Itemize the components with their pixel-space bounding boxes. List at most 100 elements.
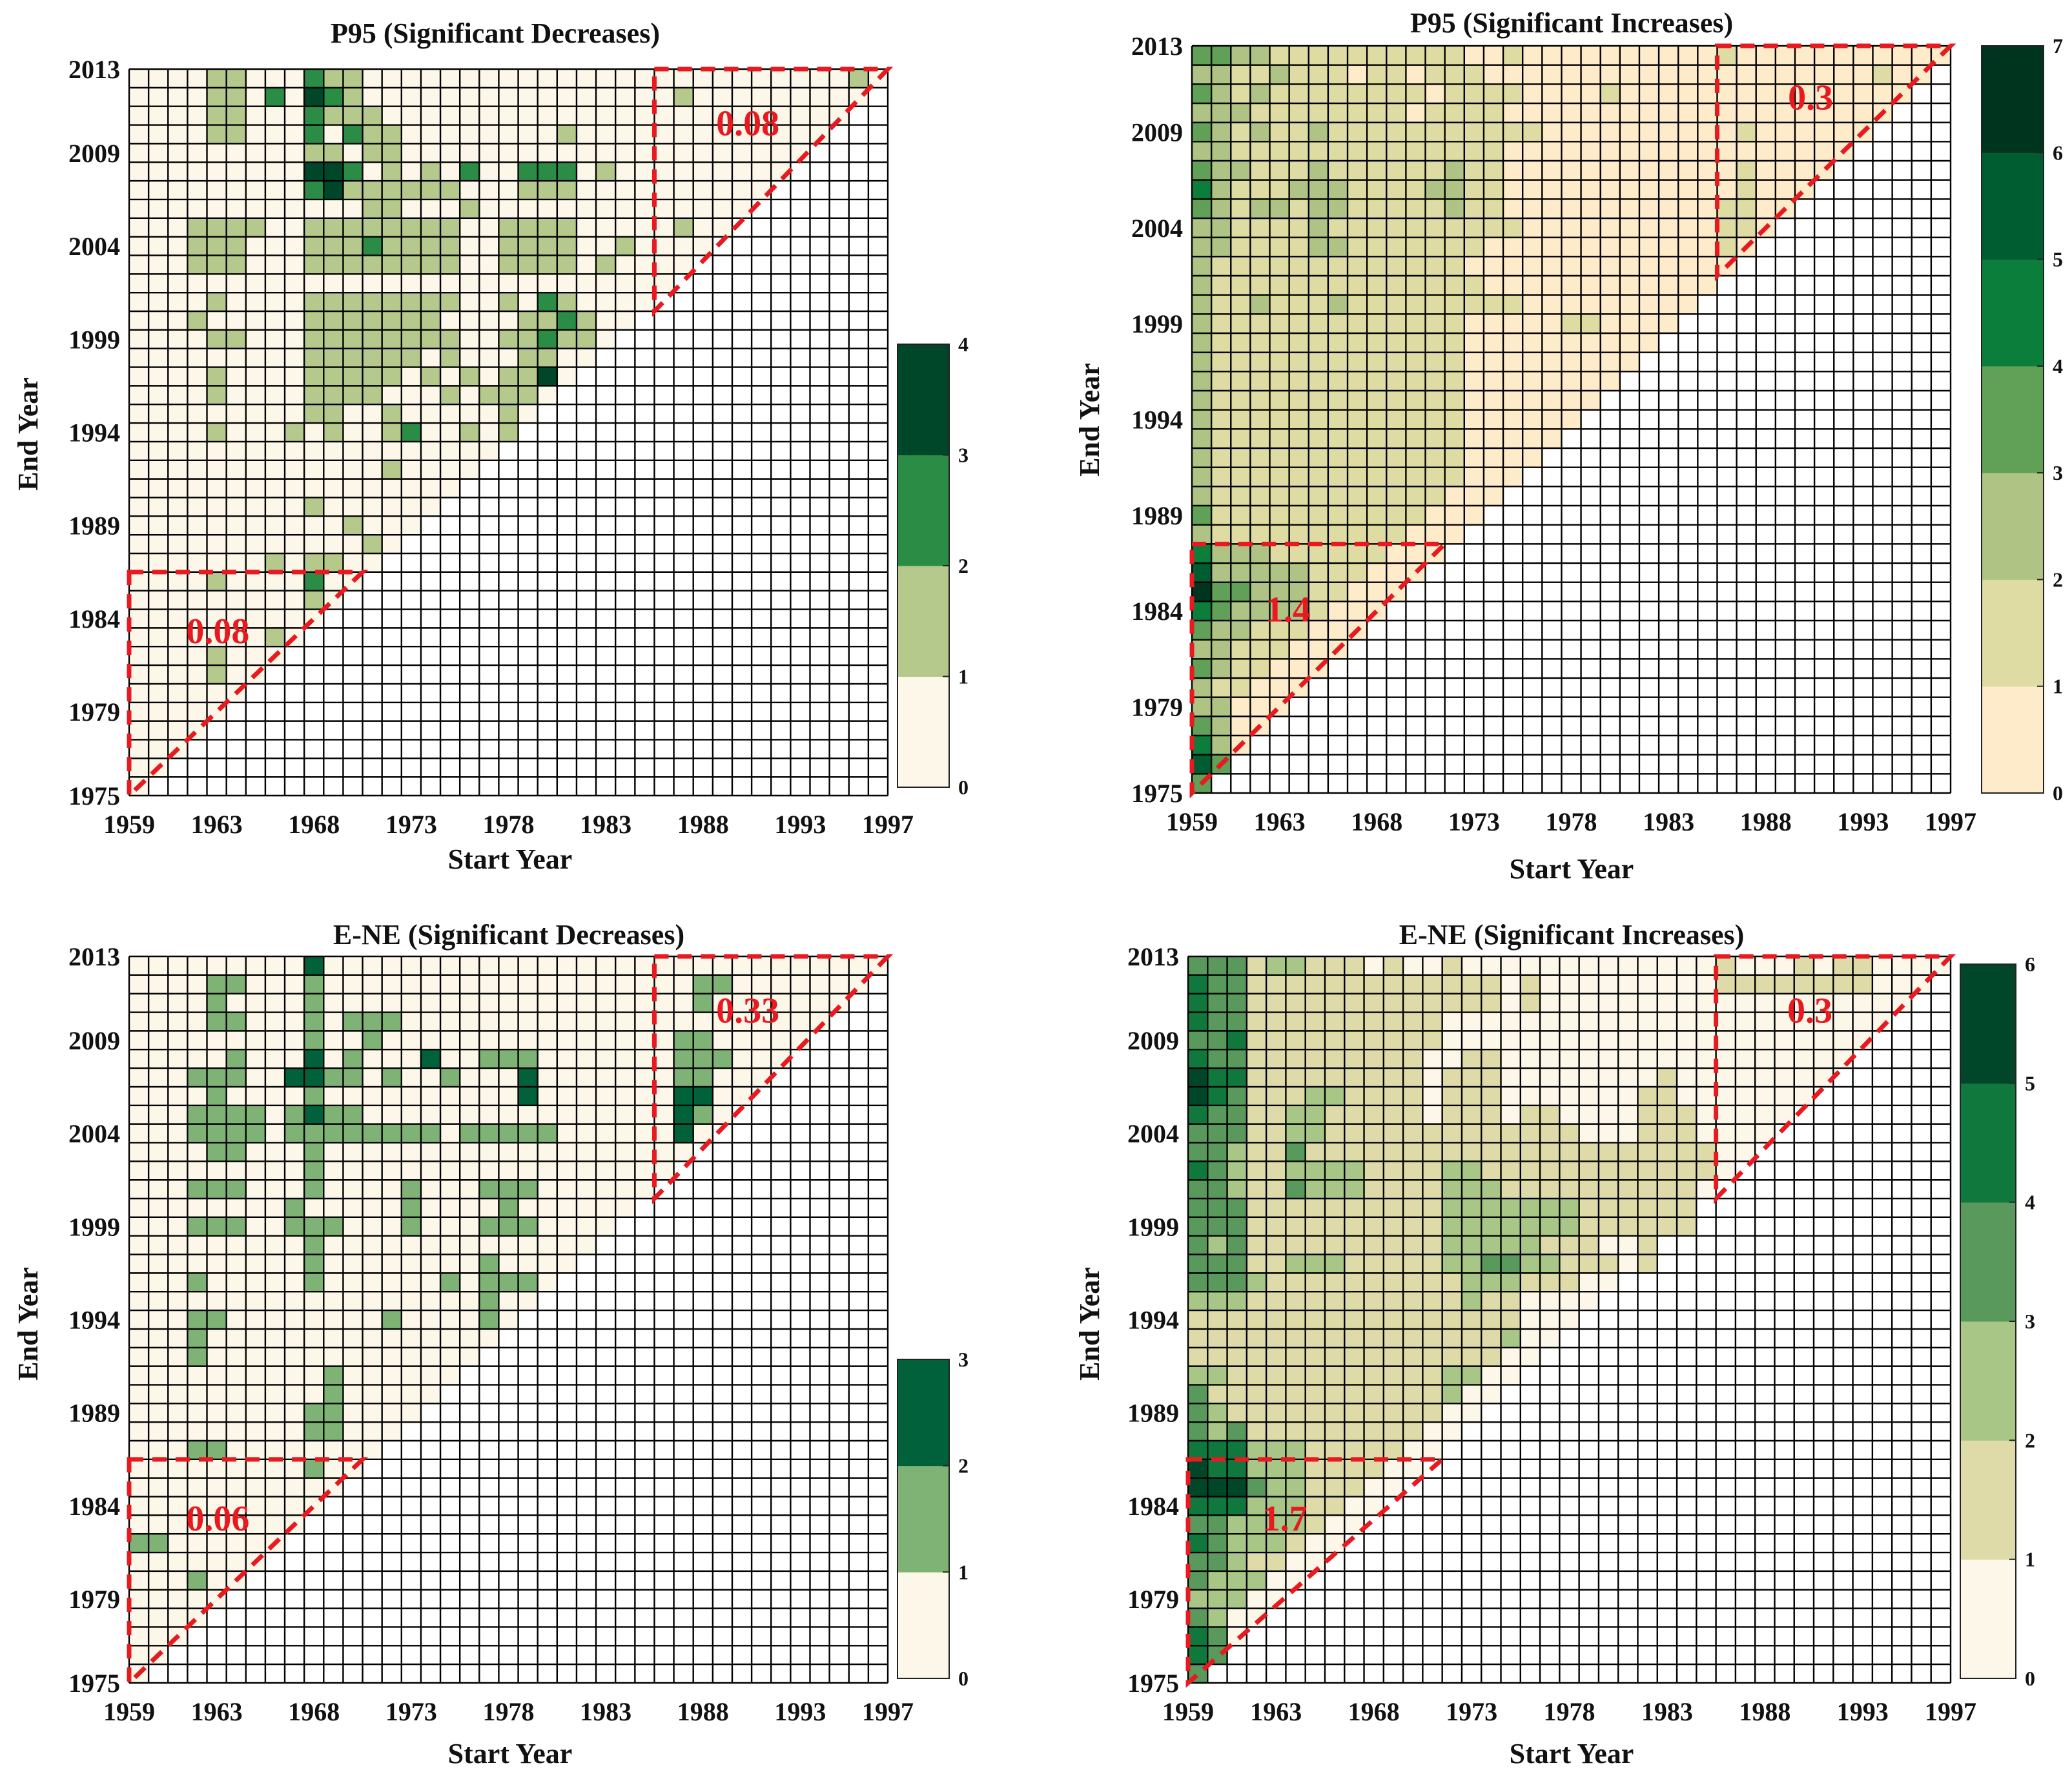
heatmap-cell-empty [790, 106, 810, 125]
heatmap-cell [1383, 1254, 1404, 1273]
heatmap-cell-empty [1657, 974, 1677, 995]
heatmap-cell-empty [1677, 1012, 1697, 1031]
heatmap-cell-empty [1305, 1534, 1326, 1553]
heatmap-cell-empty [1833, 1031, 1853, 1050]
heatmap-cell-empty [693, 218, 713, 238]
heatmap-cell-empty [1794, 1049, 1814, 1069]
heatmap-cell-empty [537, 87, 558, 107]
heatmap-cell [1364, 1031, 1384, 1050]
heatmap-cell-empty [752, 87, 772, 107]
heatmap-cell [1286, 1366, 1306, 1385]
heatmap-cell-empty [712, 125, 733, 144]
heatmap-cell [323, 181, 344, 200]
heatmap-cell-empty [285, 106, 305, 125]
heatmap-cell [1344, 1478, 1364, 1497]
heatmap-cell [1246, 1310, 1267, 1330]
heatmap-cell [382, 125, 402, 144]
heatmap-cell-empty [576, 69, 597, 88]
heatmap-cell [518, 311, 539, 331]
heatmap-cell [1344, 1273, 1364, 1292]
heatmap-cell-empty [1442, 1049, 1462, 1069]
heatmap-cell-empty [149, 441, 169, 461]
heatmap-cell [1324, 1403, 1345, 1423]
heatmap-cell [1207, 956, 1227, 976]
heatmap-cell-empty [635, 293, 655, 312]
heatmap-cell [1207, 1589, 1227, 1609]
heatmap-cells [129, 69, 888, 796]
heatmap-cell [1422, 1031, 1443, 1050]
heatmap-cell [1324, 1049, 1345, 1069]
heatmap-cell [1422, 1347, 1443, 1367]
heatmap-cell-empty [518, 274, 539, 293]
heatmap-cell-empty [1774, 956, 1795, 976]
heatmap-cell-empty [304, 423, 324, 442]
heatmap-cell-empty [1559, 993, 1580, 1013]
heatmap-cell-empty [1852, 993, 1873, 1013]
heatmap-cell [1344, 1217, 1364, 1237]
heatmap-cell [1461, 1310, 1482, 1330]
heatmap-cell [1442, 1086, 1462, 1106]
heatmap-cell-empty [440, 69, 460, 88]
heatmap-cell-empty [401, 367, 422, 386]
heatmap-cell-empty [168, 311, 188, 331]
heatmap-cell [362, 386, 383, 405]
heatmap-cell [362, 199, 383, 219]
heatmap-cell-empty [149, 553, 169, 573]
heatmap-cell [1286, 1049, 1306, 1069]
heatmap-cell-empty [168, 479, 188, 498]
heatmap-cell-empty [323, 460, 344, 480]
heatmap-cell [1207, 993, 1227, 1013]
heatmap-cell-empty [129, 683, 149, 703]
heatmap-cell-empty [712, 143, 733, 163]
heatmap-cell [1520, 1199, 1541, 1218]
heatmap-cell [1364, 1180, 1384, 1199]
heatmap-cell [1227, 1086, 1247, 1106]
heatmap-cell [1246, 1180, 1267, 1199]
heatmap-cell [1422, 1235, 1443, 1255]
heatmap-cell-empty [226, 274, 247, 293]
heatmap-cell [518, 162, 539, 181]
heatmap-cell [1286, 1235, 1306, 1255]
y-tick-label: 1999 [1127, 1212, 1179, 1241]
heatmap-cell-empty [149, 516, 169, 535]
heatmap-cell-empty [226, 162, 247, 181]
heatmap-cell-empty [285, 329, 305, 349]
heatmap-cell [1598, 1199, 1619, 1218]
heatmap-cell-empty [635, 162, 655, 181]
heatmap-cell [1266, 1347, 1286, 1367]
heatmap-cell-empty [245, 311, 266, 331]
heatmap-cell [1246, 1012, 1267, 1031]
heatmap-cell-empty [460, 236, 480, 256]
heatmap-cell-empty [1716, 1049, 1736, 1069]
x-tick-label: 1993 [1837, 1697, 1889, 1726]
heatmap-cell-empty [187, 293, 207, 312]
heatmap-cell-empty [615, 218, 635, 238]
heatmap-cell-empty [401, 87, 422, 107]
heatmap-cell [1540, 1217, 1560, 1237]
heatmap-cell [1852, 956, 1873, 976]
heatmap-cell [518, 181, 539, 200]
heatmap-cell [1246, 956, 1267, 976]
heatmap-cell [1559, 1161, 1580, 1180]
heatmap-cell [1794, 956, 1814, 976]
heatmap-cell [1266, 1422, 1286, 1441]
heatmap-cell [1481, 1105, 1501, 1125]
heatmap-cell-empty [479, 162, 499, 181]
heatmap-cell [1579, 1199, 1599, 1218]
heatmap-cell [1422, 1217, 1443, 1237]
heatmap-cell [1286, 1199, 1306, 1218]
heatmap-cell [1227, 1589, 1247, 1609]
heatmap-cell-empty [1442, 1012, 1462, 1031]
heatmap-cell [1324, 1328, 1345, 1348]
heatmap-cell-empty [460, 386, 480, 405]
heatmap-cell [401, 348, 422, 367]
heatmap-cell [1364, 1086, 1384, 1106]
heatmap-cell [382, 236, 402, 256]
heatmap-cell-empty [1501, 1049, 1521, 1069]
heatmap-cell [1227, 1068, 1247, 1087]
heatmap-cell-empty [129, 646, 149, 666]
colorbar-tick-label: 5 [2025, 1071, 2035, 1095]
heatmap-cell [1286, 1031, 1306, 1050]
heatmap-cell [557, 125, 577, 144]
heatmap-cell-empty [129, 721, 149, 740]
